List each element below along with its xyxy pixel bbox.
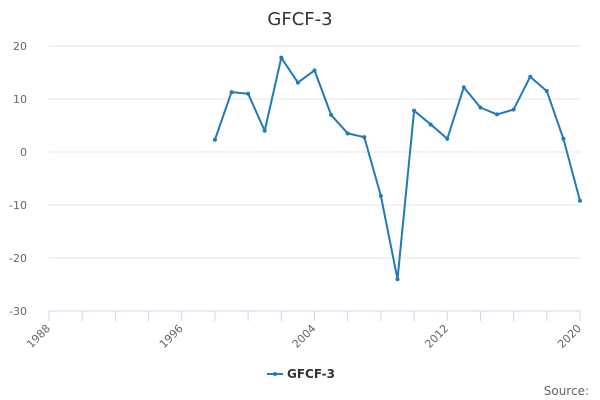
x-tick-label: 1988	[24, 322, 53, 351]
data-point[interactable]	[495, 112, 500, 117]
data-point[interactable]	[212, 137, 217, 142]
y-tick-label: 0	[20, 146, 27, 159]
chart-title: GFCF-3	[267, 9, 332, 30]
x-axis: 1988 1996 2004 2012 2020	[24, 310, 584, 351]
y-tick-label: -20	[9, 252, 27, 265]
x-tick-label: 2020	[555, 322, 584, 351]
data-point[interactable]	[428, 122, 433, 127]
x-tick-label: 1996	[157, 322, 186, 351]
data-point[interactable]	[279, 55, 284, 60]
data-point[interactable]	[412, 108, 417, 113]
data-point[interactable]	[378, 193, 383, 198]
data-point[interactable]	[561, 136, 566, 141]
data-point[interactable]	[229, 90, 234, 95]
data-point[interactable]	[578, 198, 582, 203]
y-tick-label: -10	[9, 199, 27, 212]
y-tick-label: 10	[13, 93, 27, 106]
data-point[interactable]	[295, 80, 300, 85]
legend-marker-icon	[273, 372, 277, 376]
gridlines	[49, 45, 580, 312]
data-point[interactable]	[461, 85, 466, 90]
data-point[interactable]	[544, 89, 549, 94]
source-label: Source:	[544, 384, 589, 398]
data-point[interactable]	[362, 135, 367, 140]
data-point[interactable]	[246, 91, 251, 96]
data-point[interactable]	[345, 131, 350, 136]
data-point[interactable]	[312, 68, 317, 73]
data-point[interactable]	[528, 74, 533, 79]
data-point[interactable]	[395, 277, 400, 282]
data-point[interactable]	[445, 136, 450, 141]
data-point[interactable]	[262, 128, 267, 133]
data-point[interactable]	[511, 107, 516, 112]
series-layer	[212, 55, 582, 282]
data-point[interactable]	[478, 105, 483, 110]
y-tick-label: 20	[13, 40, 27, 53]
y-tick-label: -30	[9, 305, 27, 318]
x-tick-label: 2004	[290, 322, 319, 351]
x-tick-label: 2012	[422, 322, 451, 351]
data-point[interactable]	[329, 112, 334, 117]
legend[interactable]: GFCF-3	[267, 367, 335, 381]
series-line	[213, 56, 581, 281]
y-axis: 20 10 0 -10 -20 -30	[9, 40, 27, 318]
legend-label[interactable]: GFCF-3	[287, 367, 335, 381]
